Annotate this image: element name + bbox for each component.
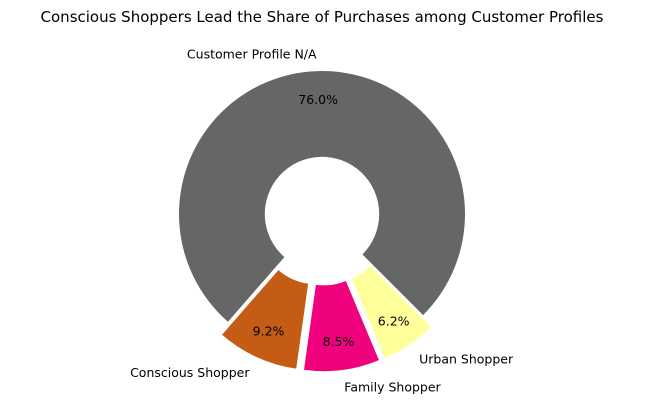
category-label-customer-profile-n-a: Customer Profile N/A [187,46,317,61]
category-label-conscious-shopper: Conscious Shopper [130,365,250,380]
slice-family-shopper [303,280,379,372]
slice-urban-shopper [351,266,432,358]
category-label-family-shopper: Family Shopper [344,380,441,395]
pct-label-urban-shopper: 6.2% [378,313,410,328]
pct-label-customer-profile-n-a: 76.0% [298,92,338,107]
category-label-urban-shopper: Urban Shopper [419,351,514,366]
pct-label-conscious-shopper: 9.2% [253,324,285,339]
chart-title: Conscious Shoppers Lead the Share of Pur… [41,8,604,26]
slice-customer-profile-n-a [178,70,466,322]
slice-conscious-shopper [222,270,309,369]
pct-label-family-shopper: 8.5% [323,334,355,349]
